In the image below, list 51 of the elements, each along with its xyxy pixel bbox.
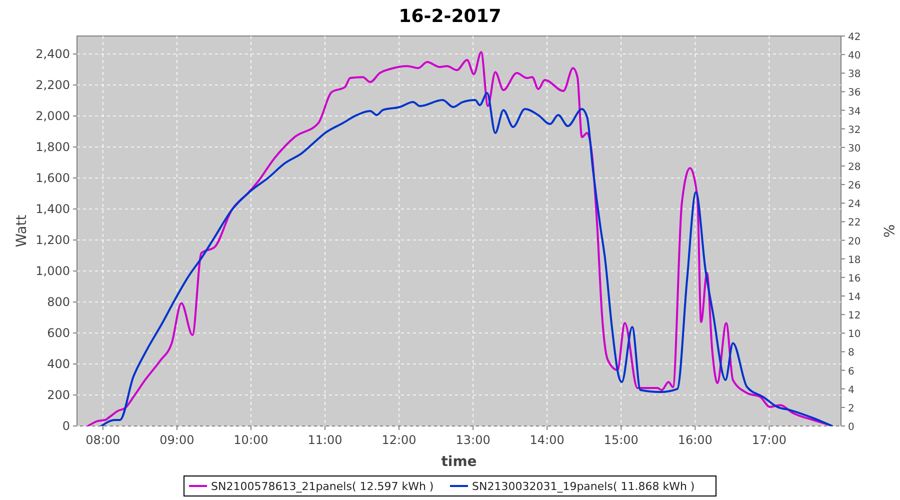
y2-tick-label: 38 — [848, 69, 861, 80]
y2-tick-label: 4 — [848, 384, 854, 396]
y-tick-label: 1,200 — [36, 232, 70, 247]
x-tick-label: 10:00 — [234, 433, 268, 447]
y-axis-title: Watt — [14, 214, 30, 248]
y2-tick-label: 10 — [848, 329, 861, 340]
y2-tick-label: 16 — [848, 273, 861, 284]
x-tick-label: 14:00 — [530, 433, 564, 447]
y-tick-label: 1,800 — [36, 140, 70, 154]
x-tick-label: 15:00 — [604, 433, 638, 447]
y2-tick-label: 18 — [848, 254, 861, 266]
x-tick-label: 12:00 — [382, 433, 416, 447]
y-tick-label: 2,200 — [36, 78, 70, 92]
y2-tick-label: 28 — [848, 162, 861, 173]
y-tick-label: 1,400 — [36, 202, 70, 216]
y-tick-label: 2,000 — [36, 108, 70, 123]
chart-title: 16-2-2017 — [398, 6, 502, 27]
y-tick-label: 1,000 — [36, 264, 70, 278]
y2-tick-label: 14 — [848, 292, 861, 303]
y-tick-label: 2,400 — [36, 46, 70, 61]
y-tick-label: 0 — [62, 419, 70, 433]
y2-tick-label: 20 — [848, 236, 861, 248]
y-tick-label: 800 — [47, 294, 70, 309]
y-tick-label: 1,600 — [36, 170, 70, 185]
legend-label: SN2130032031_19panels( 11.868 kWh ) — [472, 480, 695, 493]
y2-tick-label: 8 — [848, 348, 854, 359]
y2-tick-label: 34 — [848, 106, 861, 118]
y2-axis-title: % — [880, 224, 896, 238]
x-tick-label: 17:00 — [752, 433, 786, 447]
y2-tick-label: 12 — [848, 310, 861, 322]
y-tick-label: 600 — [47, 326, 70, 340]
y-tick-label: 200 — [47, 388, 70, 402]
y2-tick-label: 0 — [848, 422, 854, 433]
y2-tick-label: 24 — [848, 199, 861, 210]
y2-tick-label: 42 — [848, 32, 861, 43]
y2-tick-label: 40 — [848, 50, 861, 62]
y2-tick-label: 2 — [848, 403, 854, 414]
legend-label: SN2100578613_21panels( 12.597 kWh ) — [211, 480, 434, 493]
y2-tick-label: 26 — [848, 180, 861, 192]
y2-tick-label: 22 — [848, 218, 861, 229]
x-tick-label: 11:00 — [308, 433, 342, 447]
y2-tick-label: 30 — [848, 143, 861, 154]
x-tick-label: 08:00 — [86, 433, 120, 447]
y-tick-label: 400 — [47, 356, 70, 371]
y2-tick-label: 36 — [848, 88, 861, 99]
x-tick-label: 09:00 — [160, 433, 194, 447]
x-tick-label: 16:00 — [678, 433, 712, 447]
x-tick-label: 13:00 — [456, 433, 490, 447]
y2-tick-label: 6 — [848, 366, 854, 378]
y2-tick-label: 32 — [848, 124, 861, 136]
x-axis-title: time — [441, 454, 477, 470]
